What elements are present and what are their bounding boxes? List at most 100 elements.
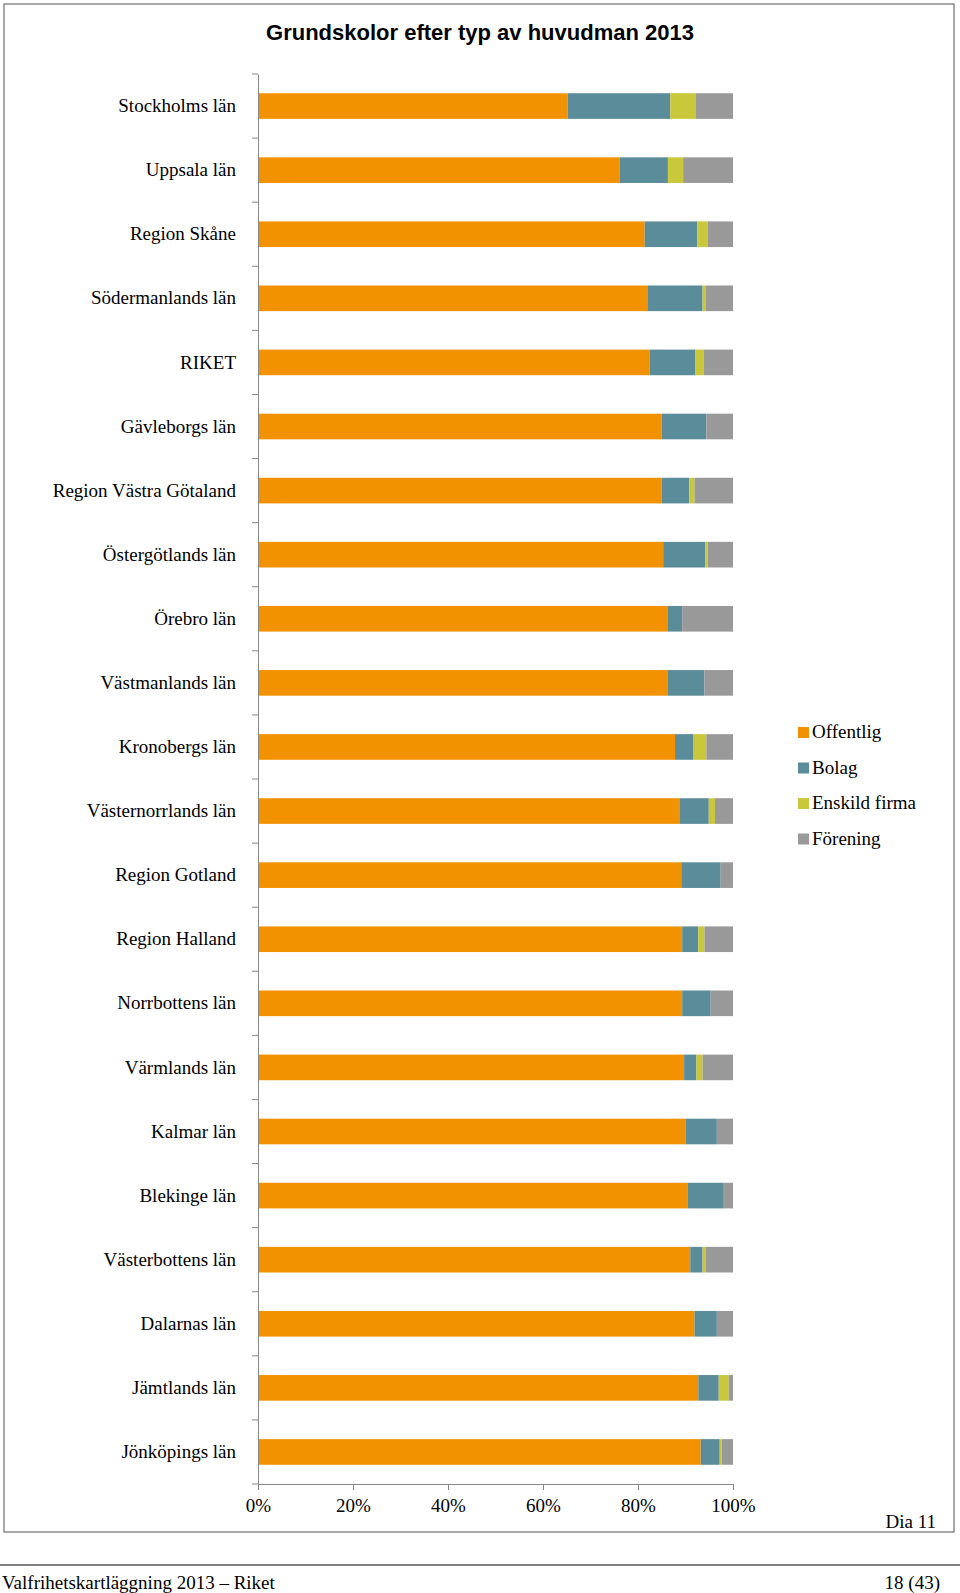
y-tick-label: Jönköpings län <box>121 1441 236 1462</box>
y-separator <box>252 266 258 267</box>
legend: Offentlig Bolag Enskild firma Förening <box>798 721 917 849</box>
y-axis-line <box>258 75 259 1485</box>
footer-right: 18 (43) <box>885 1572 940 1593</box>
bar <box>704 350 733 376</box>
y-tick: Kalmar län <box>151 1121 258 1142</box>
y-separator <box>252 1355 258 1356</box>
bar <box>682 606 733 632</box>
frame <box>4 4 954 1532</box>
bar <box>684 1055 696 1081</box>
y-tick-label: Kalmar län <box>151 1121 236 1142</box>
bar <box>711 991 733 1017</box>
bar <box>675 734 694 760</box>
y-separators <box>252 74 258 1484</box>
legend-item: Bolag <box>798 757 858 778</box>
y-separator <box>252 1419 258 1420</box>
y-tick: Värmlands län <box>125 1056 258 1077</box>
bar <box>681 862 720 888</box>
x-tick-mark <box>448 1484 449 1490</box>
x-tick: 40% <box>431 1484 466 1516</box>
bar <box>662 414 707 440</box>
bar <box>682 926 698 952</box>
bar <box>705 286 733 312</box>
x-tick-label: 100% <box>711 1495 756 1516</box>
y-separator <box>252 907 258 908</box>
y-tick: Region Gotland <box>115 864 258 885</box>
bar <box>709 798 715 824</box>
y-tick: Södermanlands län <box>91 287 258 308</box>
y-separator <box>252 1035 258 1036</box>
y-separator <box>252 202 258 203</box>
y-tick-label: RIKET <box>180 351 236 372</box>
y-separator <box>252 843 258 844</box>
bar <box>708 221 733 247</box>
x-tick: 0% <box>246 1484 272 1516</box>
legend-label: Enskild firma <box>812 792 917 813</box>
bar <box>720 1439 722 1465</box>
bar <box>258 1311 695 1337</box>
legend-swatch <box>798 763 809 774</box>
y-tick: Region Skåne <box>130 223 258 244</box>
legend-item: Offentlig <box>798 721 882 742</box>
y-tick-label: Västmanlands län <box>100 672 236 693</box>
y-separator <box>252 586 258 587</box>
x-tick-mark <box>638 1484 639 1490</box>
x-axis-line <box>259 1485 734 1491</box>
y-tick-label: Region Gotland <box>115 864 236 885</box>
series-3 <box>682 93 733 1465</box>
y-separator <box>252 779 258 780</box>
y-tick-label: Region Halland <box>116 928 236 949</box>
x-tick-label: 20% <box>336 1495 371 1516</box>
y-separator <box>252 1099 258 1100</box>
bar <box>645 221 698 247</box>
bar <box>668 606 682 632</box>
bar <box>258 606 668 632</box>
y-tick: RIKET <box>180 351 258 372</box>
legend-swatch <box>798 727 809 738</box>
bar <box>258 926 682 952</box>
x-tick: 60% <box>526 1484 561 1516</box>
y-tick: Norrbottens län <box>117 992 258 1013</box>
y-separator <box>252 650 258 651</box>
footer-rule <box>0 1565 960 1566</box>
bar <box>705 1247 733 1273</box>
bar <box>697 221 707 247</box>
bar <box>703 286 706 312</box>
footer-left: Valfrihetskartläggning 2013 – Riket <box>2 1572 276 1593</box>
y-separator <box>252 1484 258 1485</box>
legend-item: Förening <box>798 828 881 849</box>
y-tick: Region Västra Götaland <box>53 480 258 501</box>
title: Grundskolor efter typ av huvudman 2013 <box>266 20 694 45</box>
y-tick: Kronobergs län <box>119 736 258 757</box>
x-axis: 0% 20% 40% 60% 80% 100% <box>246 1484 756 1516</box>
chart: Grundskolor efter typ av huvudman 2013 0%… <box>0 0 960 1593</box>
bar <box>258 93 568 119</box>
y-tick: Västmanlands län <box>100 672 258 693</box>
bar <box>703 1247 706 1273</box>
y-tick: Östergötlands län <box>103 544 258 565</box>
bar <box>258 1375 698 1401</box>
y-separator <box>252 522 258 523</box>
y-tick-label: Region Västra Götaland <box>53 480 237 501</box>
bar <box>705 542 707 568</box>
bar <box>706 734 733 760</box>
bar <box>663 542 705 568</box>
bar <box>695 93 733 119</box>
bar <box>705 926 734 952</box>
x-tick-mark <box>733 1484 734 1490</box>
bar <box>258 1439 701 1465</box>
x-tick-label: 80% <box>621 1495 656 1516</box>
bar <box>729 1375 733 1401</box>
bar <box>258 542 663 568</box>
bar <box>708 542 733 568</box>
bar <box>719 1375 729 1401</box>
y-tick: Uppsala län <box>146 159 258 180</box>
y-tick-label: Dalarnas län <box>141 1313 237 1334</box>
bar <box>695 350 703 376</box>
y-tick-label: Värmlands län <box>125 1056 237 1077</box>
x-tick-label: 60% <box>526 1495 561 1516</box>
y-tick-label: Västernorrlands län <box>87 800 237 821</box>
y-separator <box>252 714 258 715</box>
x-tick-mark <box>353 1484 354 1490</box>
x-tick-mark <box>258 1484 259 1490</box>
